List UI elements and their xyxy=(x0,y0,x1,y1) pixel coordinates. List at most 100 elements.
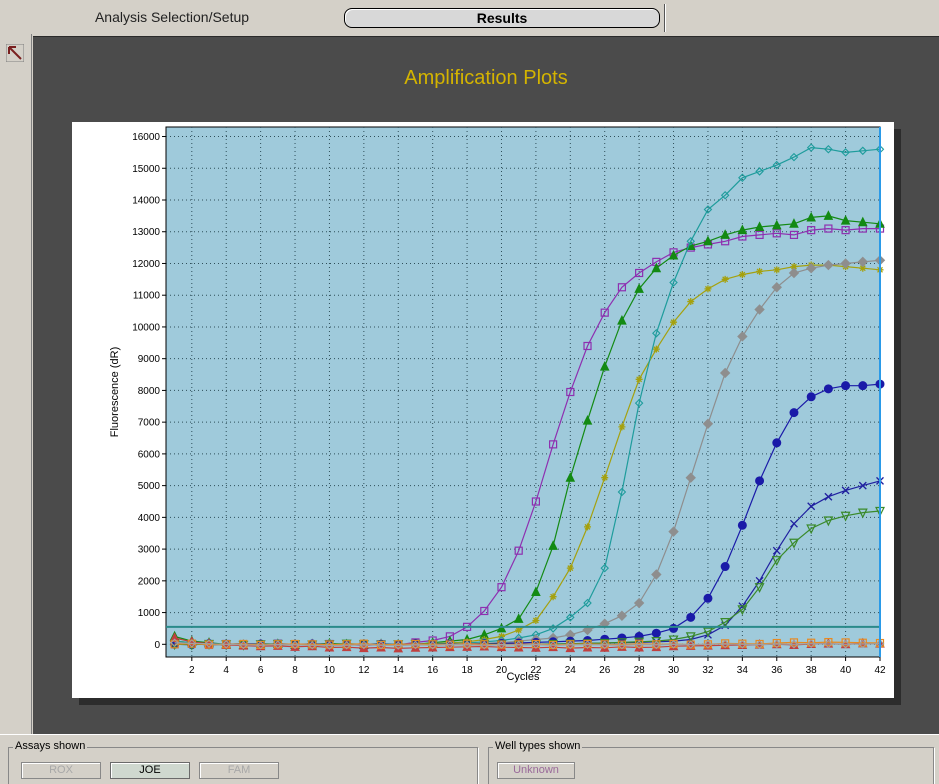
tab-analysis-setup[interactable]: Analysis Selection/Setup xyxy=(94,9,250,25)
data-point xyxy=(687,298,695,306)
x-tick-label: 30 xyxy=(668,665,680,676)
data-point xyxy=(394,640,403,649)
data-point xyxy=(376,640,386,650)
data-point xyxy=(772,638,781,648)
data-point xyxy=(824,639,833,649)
data-point xyxy=(685,632,696,643)
chart-svg[interactable]: 2 4 6 8 10 12 14 16 18 20 22 24 26 28 30 32 34 36 38 40 4201… xyxy=(72,122,894,698)
data-point xyxy=(806,211,816,222)
data-point xyxy=(858,639,868,649)
x-axis-label: Cycles xyxy=(506,671,540,683)
expand-arrow-icon[interactable] xyxy=(6,44,24,62)
amplification-chart[interactable]: 2 4 6 8 10 12 14 16 18 20 22 24 26 28 30 32 34 36 38 40 42 0 1… xyxy=(72,122,894,698)
data-point xyxy=(772,639,782,649)
data-point xyxy=(703,235,713,246)
data-point xyxy=(841,226,850,235)
data-point xyxy=(720,562,730,572)
well-types-label: Well types shown xyxy=(493,740,583,752)
data-point xyxy=(807,226,816,235)
x-tick-label: 10 xyxy=(324,665,336,676)
data-point xyxy=(755,167,764,176)
data-point xyxy=(738,640,747,649)
data-point xyxy=(755,230,764,240)
data-point xyxy=(635,375,643,383)
data-point xyxy=(273,640,283,649)
data-point xyxy=(652,640,661,650)
data-point xyxy=(169,632,180,642)
assay-rox-button[interactable]: ROX xyxy=(21,762,101,779)
well-types-group: Well types shown Unknown xyxy=(488,740,934,784)
x-tick-label: 34 xyxy=(737,665,749,676)
y-tick-label: 0 xyxy=(154,640,160,651)
data-point xyxy=(531,497,541,506)
y-tick-label: 16000 xyxy=(132,132,160,143)
data-point xyxy=(221,640,231,649)
y-tick-label: 3000 xyxy=(138,545,161,556)
data-point xyxy=(497,640,506,649)
data-point xyxy=(806,524,817,535)
data-point xyxy=(771,282,782,293)
data-point xyxy=(772,438,782,448)
data-point xyxy=(290,640,300,650)
data-point xyxy=(858,481,867,490)
data-point xyxy=(755,640,764,649)
data-point xyxy=(584,523,592,531)
data-point xyxy=(702,627,713,638)
data-point xyxy=(290,639,300,649)
data-point xyxy=(857,508,868,519)
x-tick-label: 20 xyxy=(496,665,508,676)
data-point xyxy=(703,640,713,649)
data-point xyxy=(600,640,610,650)
data-point xyxy=(788,267,800,279)
data-point xyxy=(702,418,714,429)
data-point xyxy=(531,586,541,596)
data-point xyxy=(601,474,609,482)
y-tick-label: 4000 xyxy=(138,513,161,524)
assays-label: Assays shown xyxy=(13,740,88,752)
data-point xyxy=(548,540,558,550)
data-point xyxy=(634,398,644,408)
results-panel: Amplification Plots 2 4 6 8 10 12 14 16 18 20 22 24… xyxy=(33,36,939,734)
data-point xyxy=(359,640,369,650)
data-point xyxy=(824,224,833,233)
assay-joe-button[interactable]: JOE xyxy=(110,762,190,779)
data-point xyxy=(342,640,351,650)
data-point xyxy=(617,283,627,292)
data-point xyxy=(720,639,730,649)
data-point xyxy=(170,638,179,647)
data-point xyxy=(823,384,833,394)
x-tick-label: 12 xyxy=(358,665,370,676)
data-point xyxy=(651,628,661,638)
data-point xyxy=(652,329,661,338)
data-point xyxy=(428,640,437,650)
data-point xyxy=(806,639,816,648)
data-point xyxy=(737,224,748,235)
data-point xyxy=(635,268,644,278)
data-point xyxy=(790,519,798,528)
data-point xyxy=(462,640,472,650)
tab-results[interactable]: Results xyxy=(344,8,660,28)
data-point xyxy=(789,152,799,162)
data-point xyxy=(480,640,489,649)
data-point xyxy=(669,623,679,633)
data-point xyxy=(790,263,798,271)
data-point xyxy=(738,271,746,279)
well-type-unknown-button[interactable]: Unknown xyxy=(497,762,575,779)
data-point xyxy=(633,597,645,609)
data-point xyxy=(807,502,816,511)
x-tick-label: 6 xyxy=(258,665,264,676)
data-point xyxy=(738,173,747,183)
data-point xyxy=(824,492,833,501)
data-point xyxy=(600,308,609,317)
data-point xyxy=(616,638,627,649)
assays-group: Assays shown ROX JOE FAM xyxy=(8,740,478,784)
data-point xyxy=(771,556,782,567)
data-point xyxy=(754,583,765,594)
data-point xyxy=(513,613,524,623)
data-point xyxy=(721,275,729,283)
data-point xyxy=(239,639,248,649)
data-point xyxy=(686,640,696,649)
data-point xyxy=(840,511,851,522)
data-point xyxy=(857,256,869,268)
assay-fam-button[interactable]: FAM xyxy=(199,762,279,779)
